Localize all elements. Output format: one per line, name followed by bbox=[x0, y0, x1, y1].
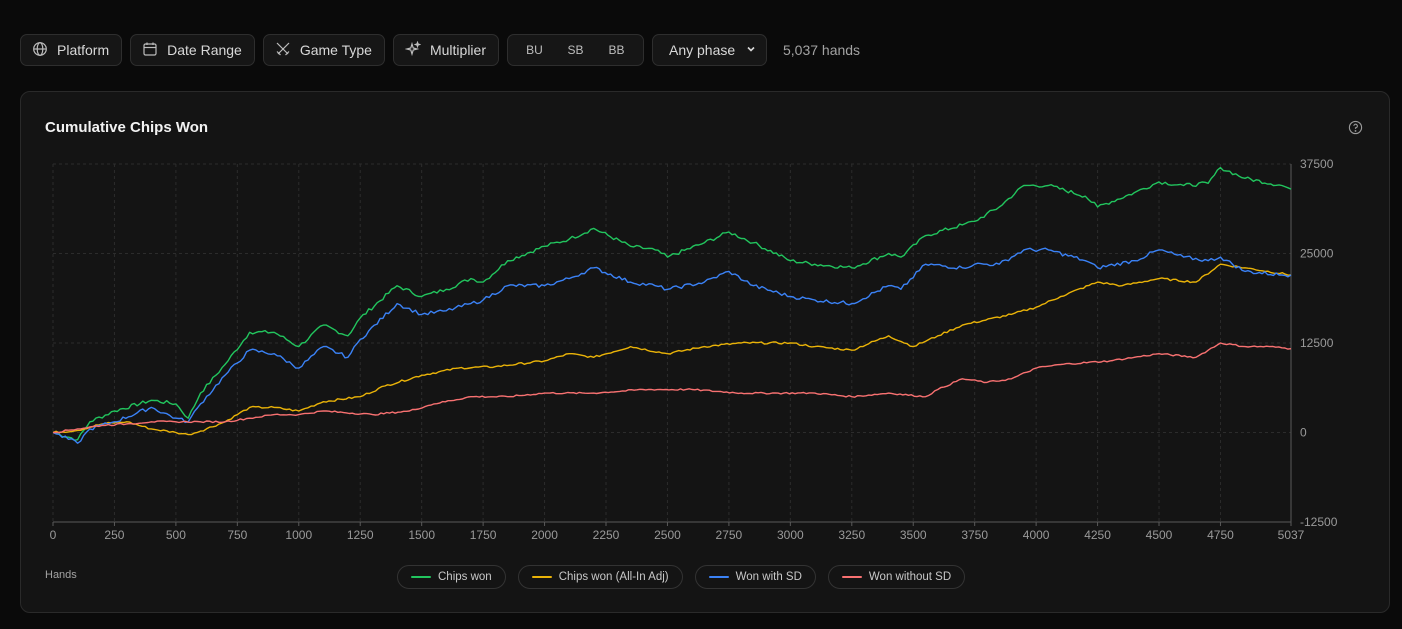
swords-icon bbox=[275, 41, 291, 60]
x-axis-title: Hands bbox=[45, 569, 77, 581]
legend-swatch bbox=[411, 576, 431, 578]
y-tick-label: -12500 bbox=[1300, 515, 1338, 529]
series-line-chips-won bbox=[52, 166, 1292, 441]
cumulative-chips-chart: 0 250 500 750 1000 1250 1500 1750 2000 2250 2500 27… bbox=[50, 157, 1338, 542]
series-line-won-with-sd bbox=[52, 247, 1292, 444]
x-tick-label: 250 bbox=[104, 528, 124, 542]
multiplier-filter-label: Multiplier bbox=[429, 42, 486, 58]
y-tick-label: 25000 bbox=[1300, 247, 1334, 261]
y-tick-label: 0 bbox=[1300, 426, 1307, 440]
x-tick-label: 3750 bbox=[961, 528, 988, 542]
x-tick-label: 1750 bbox=[470, 528, 497, 542]
x-tick-label: 0 bbox=[50, 528, 57, 542]
x-tick-label: 4500 bbox=[1146, 528, 1173, 542]
legend-item-won-with-sd[interactable]: Won with SD bbox=[694, 565, 816, 589]
platform-filter-button[interactable]: Platform bbox=[20, 34, 123, 66]
x-tick-label: 1500 bbox=[408, 528, 435, 542]
hands-count: 5,037 hands bbox=[782, 42, 861, 58]
legend-item-won-without-sd[interactable]: Won without SD bbox=[827, 565, 966, 589]
legend-label: Chips won bbox=[438, 571, 492, 583]
x-tick-label: 500 bbox=[166, 528, 186, 542]
legend-swatch bbox=[531, 576, 552, 578]
position-bb-toggle[interactable]: BB bbox=[608, 43, 625, 57]
y-tick-label: 12500 bbox=[1300, 336, 1334, 350]
x-tick-label: 2250 bbox=[593, 528, 620, 542]
date-range-filter-button[interactable]: Date Range bbox=[130, 34, 255, 66]
phase-select-value: Any phase bbox=[668, 42, 736, 58]
legend-label: Chips won (All-In Adj) bbox=[558, 571, 669, 583]
position-toggle-group: BU SB BB bbox=[506, 34, 644, 66]
chart-legend: Chips won Chips won (All-In Adj) Won wit… bbox=[397, 565, 966, 589]
globe-icon bbox=[32, 41, 48, 60]
chart-title: Cumulative Chips Won bbox=[45, 119, 209, 136]
legend-swatch bbox=[708, 576, 729, 578]
legend-item-chips-won[interactable]: Chips won bbox=[397, 565, 506, 589]
x-tick-label: 2750 bbox=[716, 528, 743, 542]
series-line-won-without-sd bbox=[53, 342, 1292, 434]
x-tick-label: 3000 bbox=[777, 528, 804, 542]
x-tick-label: 5037 bbox=[1278, 528, 1305, 542]
date-range-filter-label: Date Range bbox=[167, 42, 242, 58]
sparkles-icon bbox=[404, 40, 422, 60]
help-circle-icon[interactable] bbox=[1348, 120, 1363, 135]
series-line-chips-won-all-in-adj bbox=[52, 263, 1292, 436]
legend-item-chips-won-all-in-adj[interactable]: Chips won (All-In Adj) bbox=[517, 565, 683, 589]
legend-swatch bbox=[841, 576, 862, 578]
x-tick-label: 4000 bbox=[1023, 528, 1050, 542]
multiplier-filter-button[interactable]: Multiplier bbox=[392, 34, 499, 66]
legend-label: Won with SD bbox=[735, 571, 802, 583]
filter-toolbar: Platform Date Range Game Type Multiplier… bbox=[20, 33, 860, 67]
position-sb-toggle[interactable]: SB bbox=[567, 43, 584, 57]
x-tick-label: 1000 bbox=[285, 528, 312, 542]
x-tick-label: 1250 bbox=[347, 528, 374, 542]
phase-select[interactable]: Any phase bbox=[651, 34, 767, 66]
chart-card: Cumulative Chips Won 0 250 500 750 1000 1250 1… bbox=[20, 91, 1390, 613]
legend-label: Won without SD bbox=[868, 571, 952, 583]
y-tick-label: 37500 bbox=[1300, 157, 1334, 171]
x-tick-label: 2000 bbox=[531, 528, 558, 542]
platform-filter-label: Platform bbox=[57, 42, 110, 58]
x-tick-label: 750 bbox=[227, 528, 247, 542]
x-tick-label: 3250 bbox=[838, 528, 865, 542]
game-type-filter-button[interactable]: Game Type bbox=[262, 34, 385, 66]
x-tick-label: 2500 bbox=[654, 528, 681, 542]
x-tick-label: 3500 bbox=[900, 528, 927, 542]
game-type-filter-label: Game Type bbox=[299, 42, 372, 58]
x-tick-label: 4250 bbox=[1084, 528, 1111, 542]
position-bu-toggle[interactable]: BU bbox=[526, 43, 543, 57]
chevron-down-icon bbox=[745, 42, 757, 58]
x-tick-label: 4750 bbox=[1207, 528, 1234, 542]
calendar-icon bbox=[142, 41, 158, 60]
